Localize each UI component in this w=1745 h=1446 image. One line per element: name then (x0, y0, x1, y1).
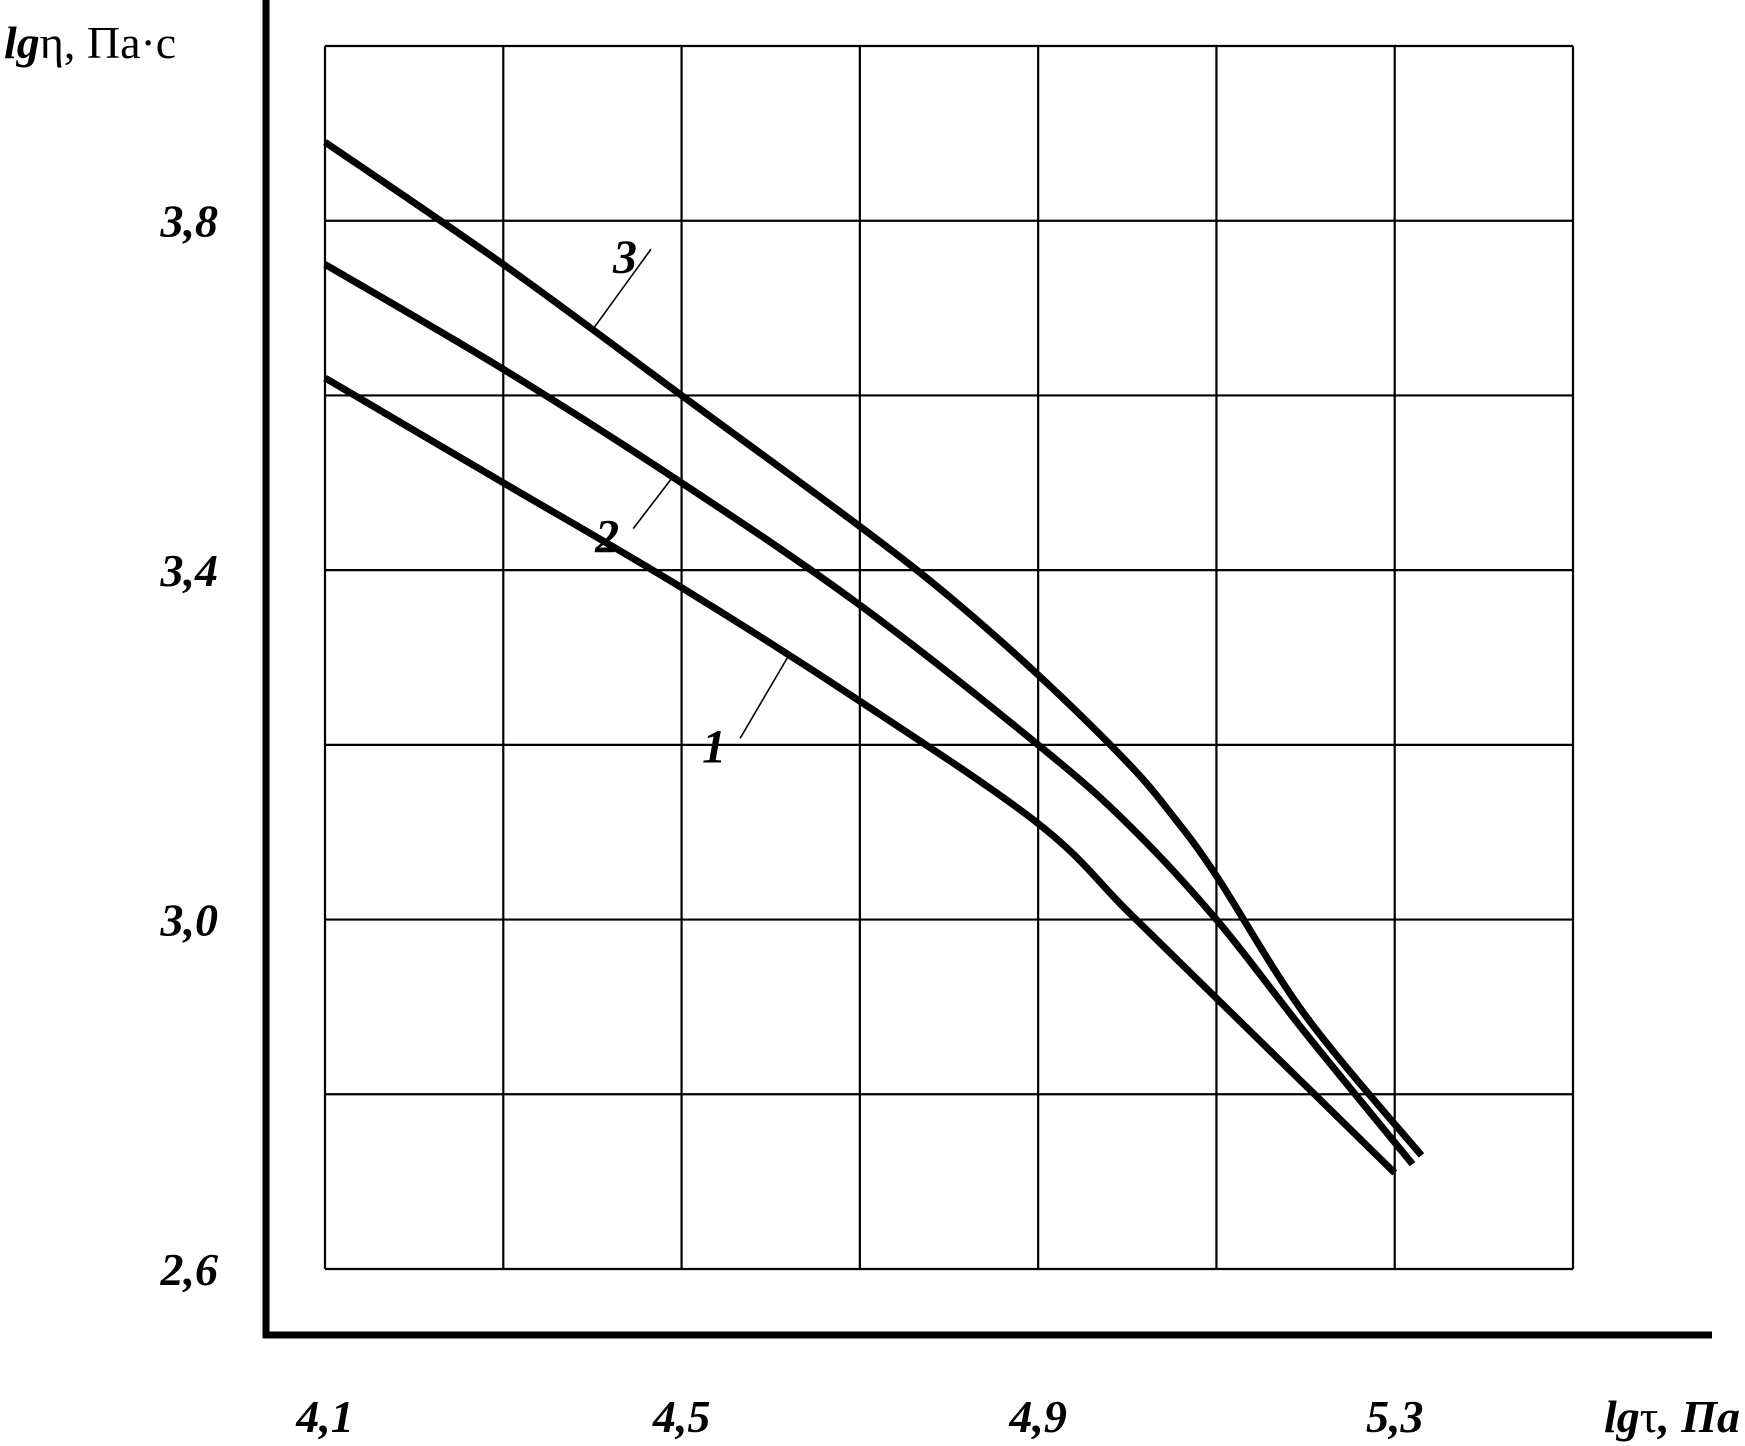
series-label-2: 2 (594, 511, 619, 564)
y-tick-labels: 3,8 3,4 3,0 2,6 (160, 196, 219, 1295)
y-axis-title: lgη, Па·с (4, 17, 176, 68)
series-label-leader (591, 248, 652, 331)
x-tick-label: 4,5 (652, 1391, 711, 1442)
series-line-1 (323, 374, 1398, 1176)
grid (323, 44, 1575, 1271)
series-group: 1 2 3 (323, 139, 1425, 1176)
series-label-1: 1 (702, 720, 726, 773)
x-tick-label: 4,9 (1008, 1391, 1067, 1442)
x-tick-labels: 4,1 4,5 4,9 5,3 (295, 1391, 1423, 1442)
series-line-3 (323, 139, 1425, 1158)
x-tick-label: 4,1 (295, 1391, 354, 1442)
series-line-2 (323, 261, 1416, 1167)
series-label-leader (739, 655, 790, 739)
series-label-leader (632, 476, 674, 530)
y-tick-label: 3,8 (160, 196, 219, 247)
x-tick-label: 5,3 (1366, 1391, 1424, 1442)
y-tick-label: 3,0 (160, 895, 219, 946)
x-axis-title: lgτ, Па (1604, 1391, 1740, 1442)
y-tick-label: 3,4 (160, 545, 219, 596)
series-label-3: 3 (612, 231, 637, 284)
y-tick-label: 2,6 (160, 1244, 219, 1295)
